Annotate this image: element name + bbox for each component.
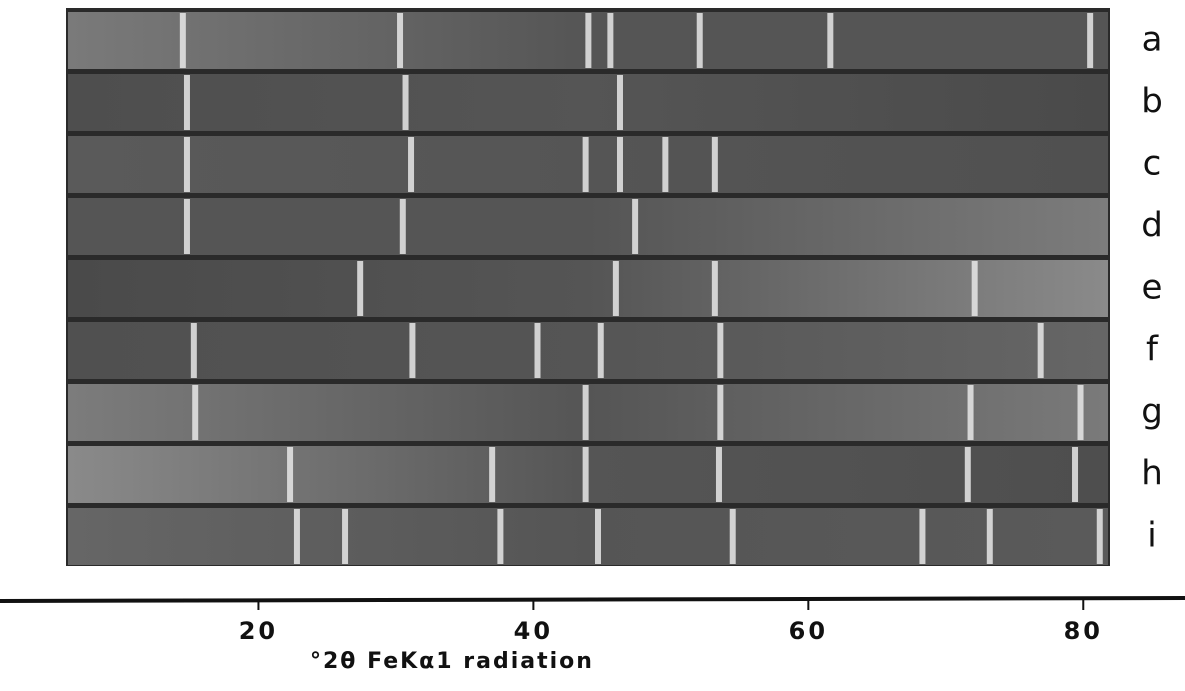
axis-line bbox=[0, 596, 1185, 603]
strip-label: g bbox=[1141, 392, 1163, 432]
diffraction-line bbox=[616, 137, 623, 192]
diffraction-line bbox=[408, 137, 415, 192]
diffraction-line bbox=[399, 199, 406, 254]
diffraction-line bbox=[616, 75, 623, 130]
tick-label: 40 bbox=[514, 617, 553, 645]
film-strip bbox=[68, 508, 1108, 565]
diffraction-line bbox=[827, 13, 834, 68]
diffraction-line bbox=[183, 137, 190, 192]
diffraction-line bbox=[497, 509, 504, 564]
diffraction-line bbox=[183, 199, 190, 254]
diffraction-line bbox=[986, 509, 993, 564]
diffraction-line bbox=[594, 509, 601, 564]
film-strip bbox=[68, 74, 1108, 131]
diffraction-line bbox=[607, 13, 614, 68]
diffraction-line bbox=[582, 385, 589, 440]
diffraction-line bbox=[585, 13, 592, 68]
diffraction-line bbox=[183, 75, 190, 130]
diffraction-line bbox=[964, 447, 971, 502]
diffraction-line bbox=[192, 385, 199, 440]
diffraction-line bbox=[342, 509, 349, 564]
film-strip bbox=[68, 322, 1108, 379]
diffraction-line bbox=[662, 137, 669, 192]
diffraction-line bbox=[967, 385, 974, 440]
diffraction-line bbox=[612, 261, 619, 316]
diffraction-line bbox=[711, 261, 718, 316]
strip-label: f bbox=[1146, 330, 1159, 370]
diffraction-line bbox=[1096, 509, 1103, 564]
diffraction-line bbox=[1037, 323, 1044, 378]
strip-label: b bbox=[1141, 82, 1163, 122]
tick-label: 60 bbox=[789, 617, 828, 645]
tick-label: 20 bbox=[239, 617, 278, 645]
strip-label: e bbox=[1142, 268, 1163, 308]
strip-label: d bbox=[1141, 206, 1163, 246]
diffraction-line bbox=[711, 137, 718, 192]
film-strip bbox=[68, 198, 1108, 255]
diffraction-line bbox=[397, 13, 404, 68]
diffraction-line bbox=[357, 261, 364, 316]
diffraction-line bbox=[729, 509, 736, 564]
diffraction-line bbox=[489, 447, 496, 502]
strip-label: h bbox=[1141, 454, 1163, 494]
diffraction-line bbox=[717, 385, 724, 440]
diffraction-line bbox=[287, 447, 294, 502]
diffraction-line bbox=[190, 323, 197, 378]
diffraction-line bbox=[1072, 447, 1079, 502]
film-strip bbox=[68, 260, 1108, 317]
diffraction-line bbox=[715, 447, 722, 502]
diffraction-line bbox=[402, 75, 409, 130]
diffraction-line bbox=[582, 447, 589, 502]
diffraction-line bbox=[632, 199, 639, 254]
diffraction-line bbox=[971, 261, 978, 316]
diffraction-line bbox=[582, 137, 589, 192]
diffraction-line bbox=[293, 509, 300, 564]
strip-label: c bbox=[1143, 144, 1162, 184]
diffraction-line bbox=[179, 13, 186, 68]
diffraction-line bbox=[1077, 385, 1084, 440]
diffraction-line bbox=[696, 13, 703, 68]
diffraction-line bbox=[919, 509, 926, 564]
axis-label: °2θ FeKα1 radiation bbox=[310, 649, 594, 674]
strip-label: i bbox=[1147, 516, 1156, 556]
diffraction-line bbox=[409, 323, 416, 378]
diffraction-line bbox=[597, 323, 604, 378]
diffraction-line bbox=[534, 323, 541, 378]
diffraction-line bbox=[1087, 13, 1094, 68]
strip-label: a bbox=[1142, 20, 1163, 60]
tick-label: 80 bbox=[1064, 617, 1103, 645]
diffraction-line bbox=[717, 323, 724, 378]
